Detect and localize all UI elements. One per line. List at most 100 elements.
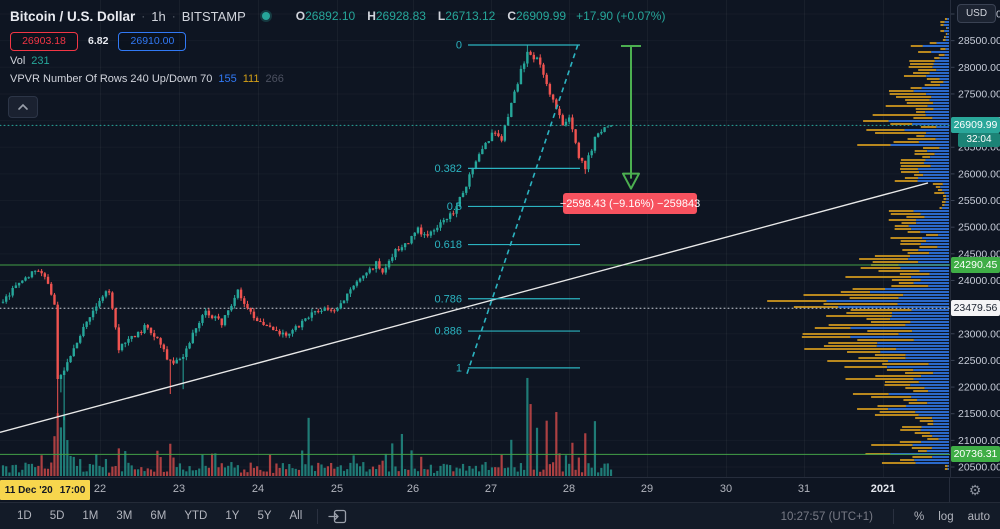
- range-button-3m[interactable]: 3M: [116, 510, 133, 522]
- vol-label: Vol: [10, 55, 26, 67]
- time-axis-label: 29: [640, 483, 654, 495]
- chart-area[interactable]: 0 0.382 0.5 0.618 0.786 0.886 1 Bitcoin / U.S.…: [0, 0, 950, 477]
- bottom-toolbar: 1D 5D 1M 3M 6M YTD 1Y 5Y All 10:27:57 (U…: [0, 502, 1000, 529]
- ohlc-open: O26892.10: [295, 9, 356, 23]
- go-to-date-icon: [328, 509, 347, 524]
- current-price-label: 26909.99: [951, 117, 1000, 133]
- volume-histogram-layer: [1, 377, 613, 476]
- fib-level-label: 0.786: [434, 293, 462, 305]
- fib-level-label: 0.382: [434, 163, 462, 175]
- price-tick-label: 23000.00: [958, 328, 1000, 340]
- percent-scale-button[interactable]: %: [914, 510, 925, 523]
- price-change: +17.90 (+0.07%): [576, 9, 666, 23]
- time-axis-label: 2021: [870, 483, 896, 495]
- time-axis-label: 30: [719, 483, 733, 495]
- sell-button[interactable]: 26903.18: [10, 31, 78, 51]
- first-bar-time: 17:00: [59, 484, 86, 496]
- price-tick-label: 24000.00: [958, 275, 1000, 287]
- market-status-dot-icon: [261, 12, 270, 20]
- interval-label[interactable]: 1h: [151, 8, 166, 24]
- gear-icon: ⚙: [968, 482, 982, 498]
- pane-collapse-button[interactable]: [8, 96, 38, 118]
- trendlines-layer: [0, 44, 929, 434]
- toolbar-right-group: 10:27:57 (UTC+1) % log auto: [781, 503, 990, 529]
- log-scale-button[interactable]: log: [938, 510, 954, 523]
- crosshair-level-label: 23479.56: [951, 300, 1000, 316]
- range-button-6m[interactable]: 6M: [150, 510, 167, 522]
- buy-button[interactable]: 26910.00: [118, 31, 187, 51]
- go-to-date-button[interactable]: [328, 509, 347, 524]
- price-tick-label: 21500.00: [958, 408, 1000, 420]
- first-bar-date: 11 Dec '20: [4, 484, 53, 496]
- time-axis-label: 24: [251, 483, 265, 495]
- fib-level-label: 0.886: [434, 326, 462, 338]
- time-axis-label: 26: [406, 483, 420, 495]
- bar-countdown-label: 32:04: [958, 133, 1000, 147]
- session-clock[interactable]: 10:27:57 (UTC+1): [780, 510, 874, 523]
- range-button-5y[interactable]: 5Y: [257, 510, 272, 522]
- price-tick-label: 28500.00: [958, 35, 1000, 47]
- time-axis-label: 31: [797, 483, 811, 495]
- range-button-all[interactable]: All: [289, 510, 303, 522]
- fib-level-label: 1: [456, 362, 462, 374]
- time-axis-label: 27: [484, 483, 498, 495]
- grid-layer: [100, 0, 884, 477]
- ohlc-close: C26909.99: [507, 9, 567, 23]
- teal-dashed-line: [466, 44, 579, 374]
- candles-layer: [1, 45, 613, 421]
- candlestick-chart: 0 0.382 0.5 0.618 0.786 0.886 1: [0, 0, 950, 477]
- price-tick-label: 20500.00: [958, 462, 1000, 474]
- separator: ·: [171, 9, 176, 23]
- price-tick-label: 25000.00: [958, 222, 1000, 234]
- range-button-1y[interactable]: 1Y: [225, 510, 240, 522]
- volume-indicator-legend[interactable]: Vol 231: [10, 53, 940, 69]
- white-support-line: [0, 182, 929, 434]
- range-button-ytd[interactable]: YTD: [184, 510, 208, 522]
- spread-value: 6.82: [88, 35, 109, 47]
- vpvr-indicator-legend[interactable]: VPVR Number Of Rows 240 Up/Down 70 155 1…: [10, 71, 940, 87]
- price-tick-label: 21000.00: [958, 435, 1000, 447]
- time-axis-label: 25: [330, 483, 344, 495]
- vpvr-extra-value: 266: [265, 73, 284, 85]
- ohlc-high: H26928.83: [367, 9, 426, 23]
- trade-widget: 26903.18 6.82 26910.00: [10, 31, 940, 51]
- fib-retracement-layer: 0 0.382 0.5 0.618 0.786 0.886 1: [434, 40, 580, 374]
- symbol-title[interactable]: Bitcoin / U.S. Dollar: [10, 8, 136, 24]
- divider: [317, 509, 319, 524]
- time-axis-label: 22: [93, 483, 107, 495]
- time-axis-label: 23: [172, 483, 186, 495]
- fib-level-label: 0.5: [447, 201, 462, 213]
- currency-unit-button[interactable]: USD: [957, 4, 996, 23]
- measure-tool-label[interactable]: −2598.43 (−9.16%) −259843: [560, 193, 700, 214]
- auto-scale-button[interactable]: auto: [967, 510, 990, 523]
- price-tick-label: 27500.00: [958, 88, 1000, 100]
- separator: ·: [141, 9, 146, 23]
- volume-profile-layer: [767, 18, 949, 470]
- price-tick-label: 28000.00: [958, 62, 1000, 74]
- price-axis[interactable]: 20500.00 21000.00 21500.00 22000.00 22500.00…: [950, 0, 1000, 477]
- fib-level-label: 0.618: [434, 239, 462, 251]
- axis-settings-corner[interactable]: ⚙: [949, 478, 1000, 503]
- chart-header: Bitcoin / U.S. Dollar · 1h · BITSTAMP O2…: [10, 6, 940, 87]
- price-tick-label: 26000.00: [958, 168, 1000, 180]
- time-axis[interactable]: 11 Dec '20 17:00 22 23 24 25 26 27 28 29 30 31 202…: [0, 477, 1000, 503]
- vpvr-down-value: 111: [242, 73, 260, 85]
- range-button-1d[interactable]: 1D: [17, 510, 32, 522]
- divider: [893, 509, 895, 524]
- first-bar-date-label: 11 Dec '20 17:00: [0, 480, 90, 500]
- alert-level-label-lower: 20736.31: [951, 446, 1000, 462]
- price-tick-label: 22500.00: [958, 355, 1000, 367]
- price-tick-label: 22000.00: [958, 382, 1000, 394]
- time-axis-label: 28: [562, 483, 576, 495]
- range-button-5d[interactable]: 5D: [49, 510, 65, 522]
- vol-value: 231: [31, 55, 50, 67]
- arrow-layer: [621, 44, 641, 190]
- alert-level-label-upper: 24290.45: [951, 257, 1000, 273]
- exchange-label[interactable]: BITSTAMP: [181, 8, 246, 24]
- fib-level-label: 0: [456, 40, 462, 52]
- range-button-1m[interactable]: 1M: [82, 510, 99, 522]
- vpvr-label: VPVR Number Of Rows 240 Up/Down 70: [10, 73, 213, 85]
- vpvr-up-value: 155: [218, 73, 237, 85]
- price-axis-ticks: 20500.00 21000.00 21500.00 22000.00 22500.00…: [951, 9, 1000, 474]
- price-tick-label: 25500.00: [958, 195, 1000, 207]
